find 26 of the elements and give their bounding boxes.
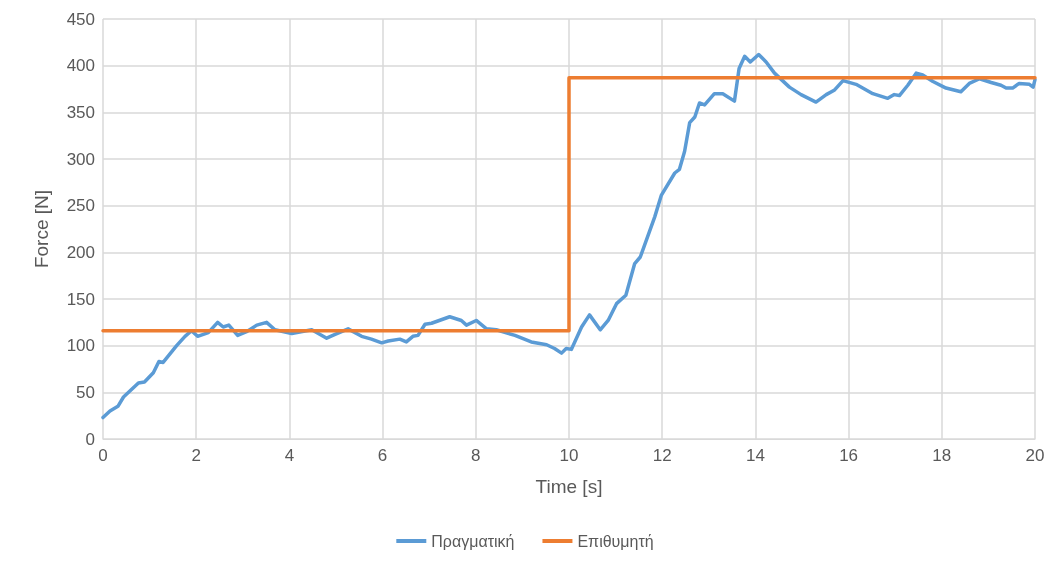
y-tick-label: 350	[66, 102, 95, 122]
legend-label: Επιθυμητή	[577, 532, 654, 550]
y-tick-label: 150	[66, 289, 95, 309]
y-tick-label: 0	[85, 429, 95, 449]
legend-label: Πραγματική	[431, 532, 515, 550]
x-tick-label: 18	[932, 446, 952, 465]
line-series	[101, 52, 1037, 420]
y-tick-label: 100	[66, 336, 95, 356]
y-axis-title: Force [N]	[31, 189, 52, 269]
x-tick-label: 4	[284, 446, 295, 465]
x-tick-label: 8	[471, 446, 481, 465]
y-tick-label: 250	[66, 196, 95, 216]
x-axis-title: Time [s]	[535, 476, 603, 497]
x-tick-label: 10	[559, 446, 579, 465]
x-tick-label: 16	[839, 446, 859, 465]
y-tick-label: 450	[66, 9, 95, 29]
x-tick-label: 0	[98, 446, 108, 465]
x-tick-label: 20	[1025, 446, 1045, 465]
x-tick-label: 12	[652, 446, 672, 465]
x-tick-label: 6	[377, 446, 388, 465]
y-tick-label: 300	[66, 149, 95, 169]
y-tick-label: 50	[76, 382, 95, 402]
x-tick-label: 2	[191, 446, 201, 465]
x-tick-label: 14	[745, 446, 765, 465]
y-tick-label: 400	[66, 56, 95, 76]
y-tick-label: 200	[66, 242, 95, 262]
